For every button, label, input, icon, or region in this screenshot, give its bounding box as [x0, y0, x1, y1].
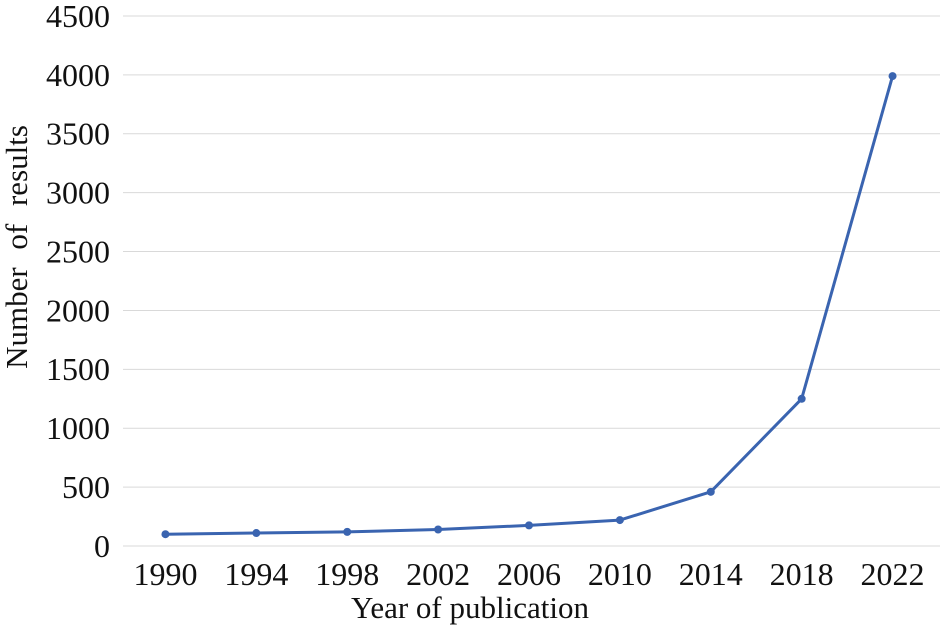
- x-tick-label: 1990: [133, 556, 197, 592]
- x-tick-label: 2018: [770, 556, 834, 592]
- x-tick-label: 2014: [679, 556, 743, 592]
- y-tick-label: 4000: [46, 57, 110, 93]
- x-tick-label: 2022: [861, 556, 925, 592]
- x-tick-label: 2006: [497, 556, 561, 592]
- y-tick-label: 0: [94, 528, 110, 564]
- x-tick-label: 2010: [588, 556, 652, 592]
- data-point-marker: [797, 394, 806, 403]
- data-point-marker: [525, 521, 533, 530]
- y-axis-tick-labels: 0 500 1000 1500 2000 2500 3000 3500 4000 4500: [46, 0, 110, 564]
- data-point-marker: [161, 530, 170, 539]
- series-line: [163, 74, 895, 536]
- data-point-marker: [706, 487, 715, 496]
- y-tick-label: 3000: [46, 175, 110, 211]
- y-tick-label: 2000: [46, 292, 110, 328]
- data-series-group: [161, 72, 897, 539]
- data-point-marker: [252, 529, 261, 538]
- y-tick-label: 500: [62, 469, 110, 505]
- x-tick-label: 1994: [224, 556, 288, 592]
- y-axis-title: Number of results: [0, 125, 34, 369]
- x-tick-label: 1998: [315, 556, 379, 592]
- y-tick-label: 4500: [46, 0, 110, 34]
- y-tick-label: 2500: [46, 233, 110, 269]
- data-point-marker: [888, 72, 897, 81]
- x-axis-title: Year of publication: [351, 590, 589, 625]
- data-point-marker: [343, 527, 352, 536]
- data-point-marker: [615, 516, 624, 525]
- gridlines-group: [123, 15, 940, 547]
- x-tick-label: 2002: [406, 556, 470, 592]
- y-tick-label: 1500: [46, 351, 110, 387]
- y-tick-label: 1000: [46, 410, 110, 446]
- y-tick-label: 3500: [46, 116, 110, 152]
- data-point-marker: [434, 525, 443, 534]
- x-axis-tick-labels: 1990 1994 1998 2002 2006 2010 2014 2018 2022: [133, 556, 924, 592]
